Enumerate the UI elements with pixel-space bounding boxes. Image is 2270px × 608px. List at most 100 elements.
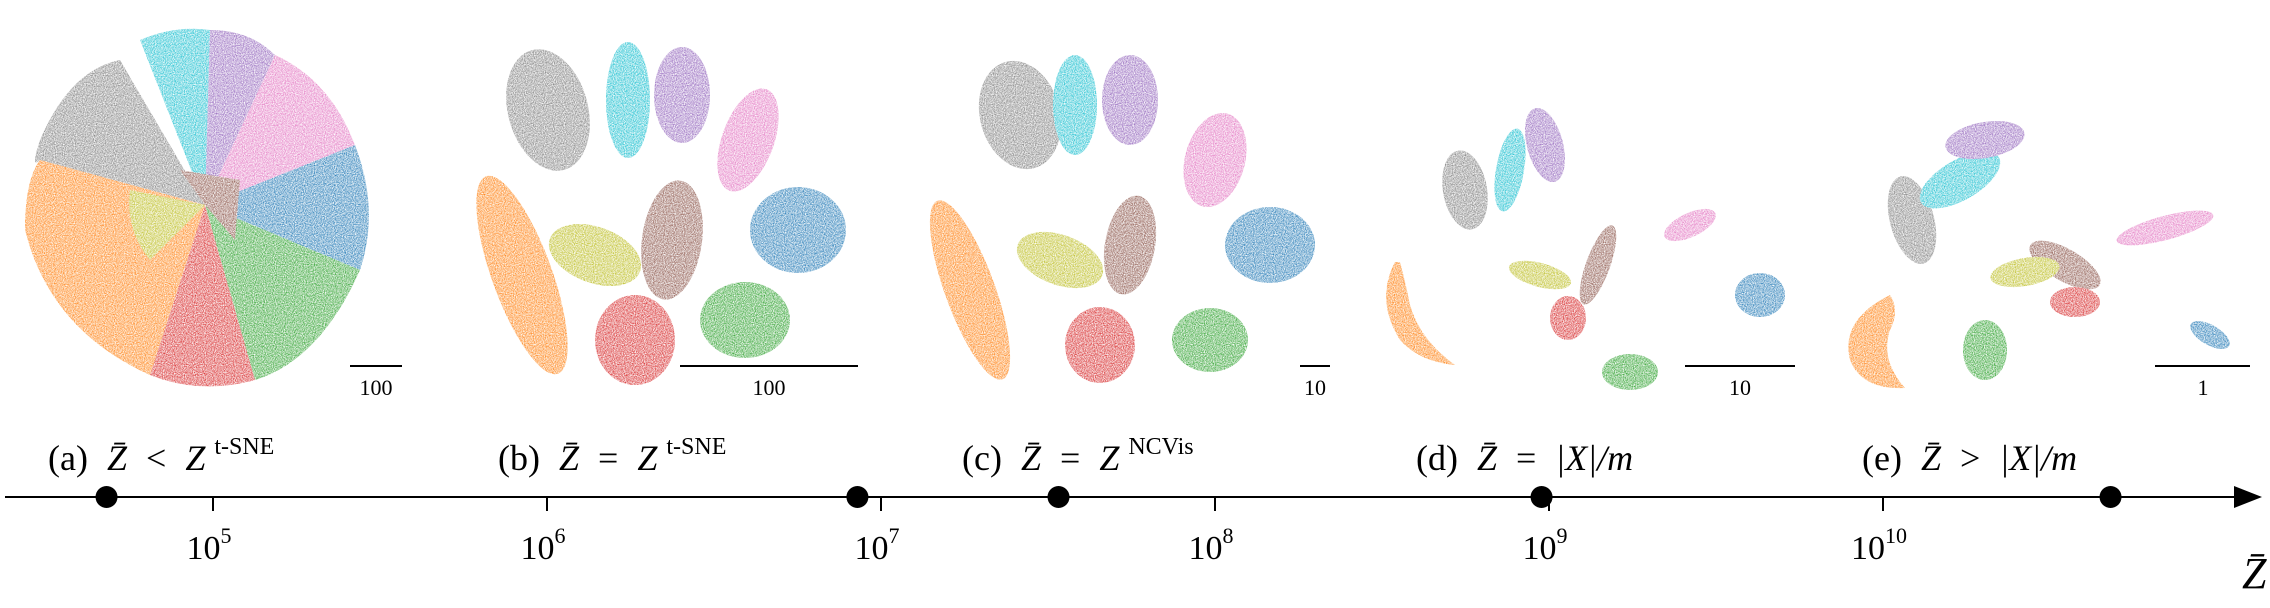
cluster-olive [1990, 256, 2060, 288]
panel-e-embedding [1848, 120, 2230, 389]
axis-label: Z̄ [2242, 549, 2267, 598]
axis-marker-a [95, 486, 118, 508]
panel-c-scale-label: 10 [1304, 375, 1326, 400]
axis-tick-label-8: 108 [1189, 523, 1234, 567]
panel-c-embedding [929, 55, 1315, 383]
axis-marker-d [1530, 486, 1553, 508]
cluster-blue [1225, 207, 1315, 283]
cluster-brown [1579, 225, 1617, 305]
cluster-gray [978, 60, 1062, 170]
caption-b-sup: t-SNE [666, 434, 726, 460]
panel-b-embedding [476, 42, 846, 385]
caption-e-zbar: Z̄ [1921, 438, 1942, 478]
cluster-red [595, 295, 675, 385]
axis-tick-label-6: 106 [521, 523, 566, 567]
caption-e: (e) Z̄ > |X|/m [1862, 438, 2077, 478]
cluster-cyan [1053, 55, 1097, 155]
cluster-pink [1664, 208, 1716, 242]
axis-markers [95, 486, 2122, 508]
cluster-green [1963, 320, 2007, 380]
cluster-brown [1103, 195, 1157, 295]
cluster-blue [750, 187, 846, 273]
axis-tick-label-9: 109 [1523, 523, 1568, 567]
cluster-green [700, 282, 790, 358]
cluster-green [1602, 354, 1658, 390]
cluster-red [2050, 287, 2100, 317]
caption-e-rhs: |X|/m [1999, 438, 2077, 478]
panel-d-scale-label: 10 [1729, 375, 1751, 400]
axis-tick-label-5: 105 [187, 523, 232, 567]
cluster-purple [654, 47, 710, 143]
caption-e-tag: (e) [1862, 438, 1902, 478]
caption-c-zbar: Z̄ [1021, 438, 1042, 478]
axis-tick-label-10: 1010 [1851, 523, 1907, 567]
caption-a-op: < [146, 438, 166, 478]
cluster-purple [1102, 55, 1158, 145]
caption-a: (a) Z̄ < Z t-SNE [48, 434, 274, 478]
cluster-blue [2190, 321, 2230, 349]
caption-c: (c) Z̄ = Z NCVis [962, 434, 1194, 478]
cluster-olive [1016, 231, 1104, 289]
caption-b-op: = [598, 438, 618, 478]
cluster-pink [2116, 210, 2214, 246]
cluster-orange [1386, 262, 1455, 365]
cluster-brown [641, 180, 703, 300]
caption-c-rhs: Z [1099, 438, 1120, 478]
axis-arrowhead [2234, 486, 2262, 508]
caption-b-zbar: Z̄ [559, 438, 580, 478]
caption-c-op: = [1060, 438, 1080, 478]
panel-a-embedding [25, 28, 369, 387]
cluster-blue [205, 145, 369, 270]
cluster-pink [205, 55, 355, 205]
caption-b-rhs: Z [637, 438, 658, 478]
cluster-cyan [1494, 128, 1526, 212]
caption-d-rhs: |X|/m [1555, 438, 1633, 478]
caption-e-op: > [1960, 438, 1980, 478]
cluster-orange [929, 200, 1011, 380]
cluster-orange [1848, 295, 1905, 389]
caption-d-op: = [1516, 438, 1536, 478]
cluster-blue [1735, 273, 1785, 317]
cluster-red [150, 205, 255, 387]
cluster-purple [1525, 108, 1565, 182]
cluster-olive [548, 223, 642, 287]
cluster-cyan [140, 28, 210, 205]
cluster-gray [1442, 150, 1488, 230]
cluster-orange [476, 175, 568, 375]
z-axis: 105 106 107 108 109 1010 Z̄ [5, 486, 2267, 598]
cluster-brown [180, 170, 240, 240]
cluster-cyan [1919, 151, 2001, 209]
axis-tick-label-7: 107 [855, 523, 900, 567]
cluster-cyan [606, 42, 650, 158]
caption-a-zbar: Z̄ [107, 438, 128, 478]
cluster-pink [1183, 112, 1247, 208]
cluster-green [205, 205, 360, 380]
caption-b-tag: (b) [498, 438, 540, 478]
caption-a-rhs: Z [185, 438, 206, 478]
caption-a-sup: t-SNE [214, 434, 274, 460]
panel-a-scale-label: 100 [360, 375, 393, 400]
axis-ticks: 105 106 107 108 109 1010 [187, 497, 1907, 567]
cluster-green [1172, 308, 1248, 372]
cluster-gray [506, 49, 590, 171]
cluster-olive [129, 190, 205, 260]
cluster-red [1550, 296, 1586, 340]
axis-marker-e [2099, 486, 2122, 508]
cluster-pink [717, 88, 779, 192]
axis-marker-c [1047, 486, 1070, 508]
panel-e-scale-label: 1 [2198, 375, 2209, 400]
panel-d-embedding [1386, 108, 1785, 390]
caption-a-tag: (a) [48, 438, 88, 478]
cluster-purple [1945, 120, 2025, 160]
caption-d-zbar: Z̄ [1477, 438, 1498, 478]
cluster-brown [2029, 240, 2101, 290]
cluster-olive [1508, 260, 1572, 290]
panel-b-scale-label: 100 [753, 375, 786, 400]
cluster-red [1065, 307, 1135, 383]
cluster-gray [35, 60, 205, 205]
axis-marker-b [846, 486, 869, 508]
caption-d: (d) Z̄ = |X|/m [1416, 438, 1633, 478]
caption-d-tag: (d) [1416, 438, 1458, 478]
caption-c-sup: NCVis [1128, 434, 1193, 460]
